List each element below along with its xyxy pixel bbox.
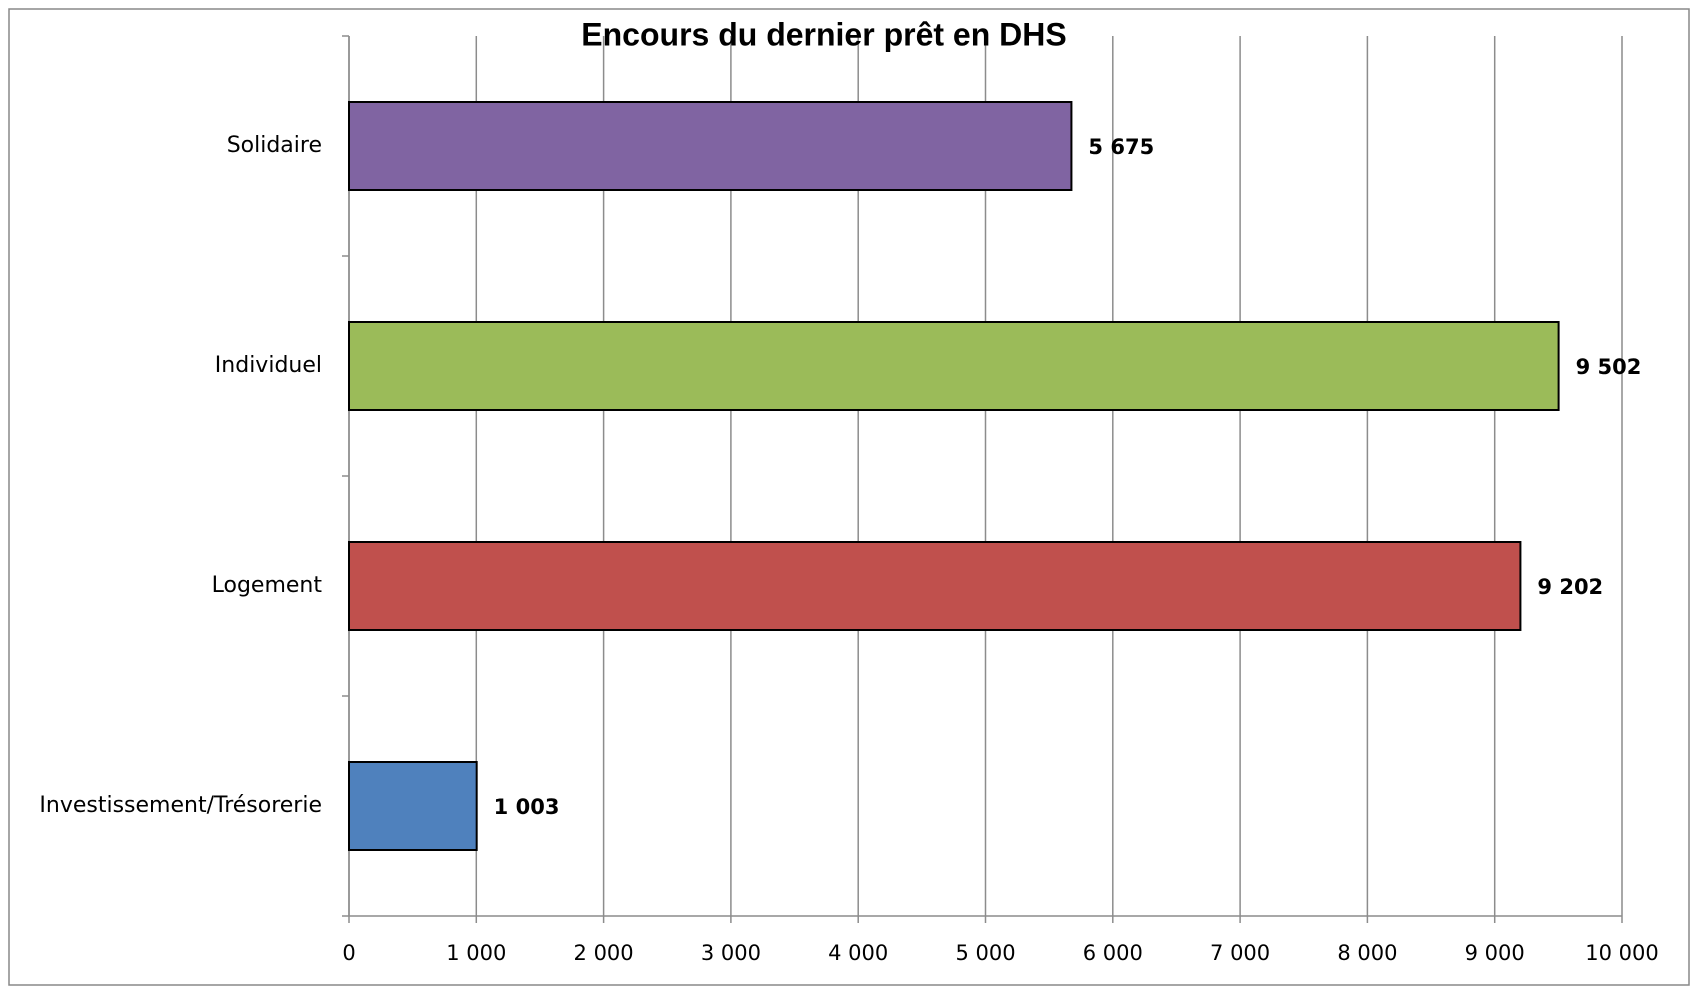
bar bbox=[348, 761, 478, 851]
value-label: 1 003 bbox=[494, 795, 560, 819]
bar bbox=[348, 541, 1522, 631]
bar bbox=[348, 321, 1560, 411]
y-tick-label: Individuel bbox=[215, 353, 322, 378]
y-tick-label: Investissement/Trésorerie bbox=[39, 793, 322, 818]
y-tick-label: Solidaire bbox=[227, 133, 322, 158]
x-tick-label: 7 000 bbox=[1210, 941, 1270, 965]
x-tick-label: 1 000 bbox=[446, 941, 506, 965]
x-tick-label: 5 000 bbox=[955, 941, 1015, 965]
x-tick-label: 3 000 bbox=[701, 941, 761, 965]
y-tick-label: Logement bbox=[212, 573, 323, 598]
value-label: 5 675 bbox=[1088, 135, 1154, 159]
chart-title: Encours du dernier prêt en DHS bbox=[581, 16, 1066, 52]
x-tick-label: 6 000 bbox=[1083, 941, 1143, 965]
x-tick-label: 4 000 bbox=[828, 941, 888, 965]
x-tick-label: 10 000 bbox=[1585, 941, 1658, 965]
value-label: 9 202 bbox=[1537, 575, 1603, 599]
value-label: 9 502 bbox=[1576, 355, 1642, 379]
x-tick-label: 9 000 bbox=[1465, 941, 1525, 965]
x-tick-label: 8 000 bbox=[1337, 941, 1397, 965]
bar bbox=[348, 101, 1073, 191]
x-tick-label: 0 bbox=[342, 941, 355, 965]
x-tick-label: 2 000 bbox=[574, 941, 634, 965]
